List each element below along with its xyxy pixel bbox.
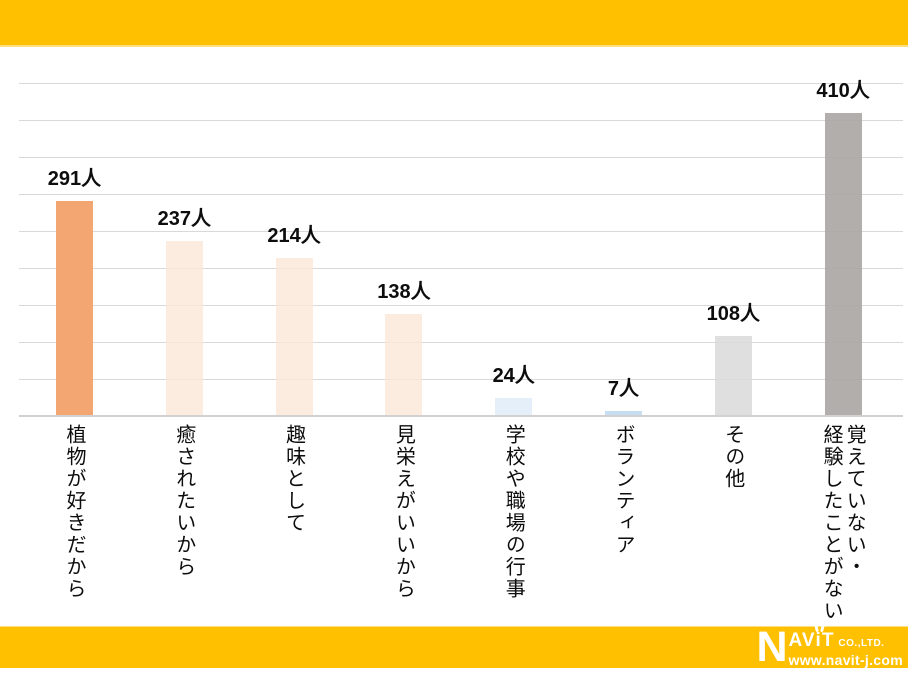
- bar-column: 108人: [678, 83, 788, 416]
- bar-value-label: 7人: [607, 377, 640, 400]
- bar-value-label: 24人: [492, 365, 535, 388]
- logo-name-row: AV iT CO.,LTD.: [788, 623, 903, 652]
- bar-category-label-text: 植物が好きだから: [62, 424, 87, 600]
- gridline-50: [19, 379, 903, 380]
- bar: [385, 313, 423, 416]
- logo-letter-t: T: [821, 630, 835, 651]
- top-banner: [0, 0, 908, 47]
- bar-column: 7人: [569, 83, 679, 416]
- logo-company-suffix: CO.,LTD.: [838, 638, 885, 649]
- bar-column: 410人: [788, 80, 898, 416]
- gridline-350: [19, 157, 903, 158]
- bar: [604, 410, 642, 416]
- bar: [55, 200, 93, 416]
- bar-category-label-text: 見栄えがいいから: [392, 424, 417, 600]
- bar-category-label: その他: [678, 424, 788, 490]
- bar: [495, 398, 533, 416]
- bar: [275, 257, 313, 416]
- bar-column: 291人: [20, 83, 130, 416]
- gridline-200: [19, 268, 903, 269]
- logo-wordmark: AV iT: [788, 623, 835, 651]
- logo-letter-n: N: [756, 623, 788, 671]
- bar: [165, 240, 203, 416]
- gridline-300: [19, 194, 903, 195]
- bar-category-label: 趣味として: [239, 424, 349, 534]
- gridline-100: [19, 342, 903, 343]
- bar-value-label: 138人: [377, 280, 431, 303]
- navit-logo: N AV iT CO.,LTD. www.navit-j.com: [756, 623, 903, 671]
- bar-category-label-text: ボランティア: [611, 424, 636, 556]
- gridline-150: [19, 305, 903, 306]
- bar-category-label-text: 趣味として: [282, 424, 307, 534]
- logo-right-block: AV iT CO.,LTD. www.navit-j.com: [788, 623, 903, 668]
- logo-letter-i-glyph: i: [815, 630, 822, 651]
- bar-category-label-text: その他: [721, 424, 746, 490]
- bar-category-label: 学校や職場の行事: [459, 424, 569, 600]
- bar: [714, 336, 752, 416]
- logo-url: www.navit-j.com: [788, 652, 903, 668]
- gridline-400: [19, 120, 903, 121]
- bar-category-label: 植物が好きだから: [20, 424, 130, 600]
- chart-plot-area: 291人 237人 214人 138人 24人 7人 108人 410人: [19, 80, 903, 416]
- bar-column: 138人: [349, 83, 459, 416]
- gridline-450: [19, 83, 903, 84]
- bar-value-label: 410人: [816, 79, 870, 102]
- bar: [824, 112, 862, 416]
- bar-value-label: 214人: [267, 224, 321, 247]
- bar-category-label: 癒されたいから: [129, 424, 239, 578]
- bar-category-label-text: 覚えていない・ 経験したことがない: [820, 424, 868, 622]
- bar-column: 24人: [459, 83, 569, 416]
- bar-category-label-text: 癒されたいから: [172, 424, 197, 578]
- bar-category-label-text: 学校や職場の行事: [502, 424, 527, 600]
- bar-category-label: ボランティア: [569, 424, 679, 556]
- bar-value-label: 108人: [706, 303, 760, 326]
- bar-category-label: 覚えていない・ 経験したことがない: [788, 424, 898, 622]
- logo-letters-av: AV: [788, 630, 816, 651]
- x-axis-line: [19, 415, 903, 417]
- bar-value-label: 291人: [47, 167, 102, 190]
- bar-column: 214人: [239, 83, 349, 416]
- logo-letter-i: i: [813, 623, 825, 651]
- bar-column: 237人: [129, 83, 239, 416]
- gridline-250: [19, 231, 903, 232]
- bottom-banner: N AV iT CO.,LTD. www.navit-j.com: [0, 623, 908, 671]
- bar-category-label: 見栄えがいいから: [349, 424, 459, 600]
- category-axis-labels: 植物が好きだから 癒されたいから 趣味として 見栄えがいいから 学校や職場の行事 ボランテ…: [19, 424, 903, 622]
- bar-value-label: 237人: [157, 207, 211, 230]
